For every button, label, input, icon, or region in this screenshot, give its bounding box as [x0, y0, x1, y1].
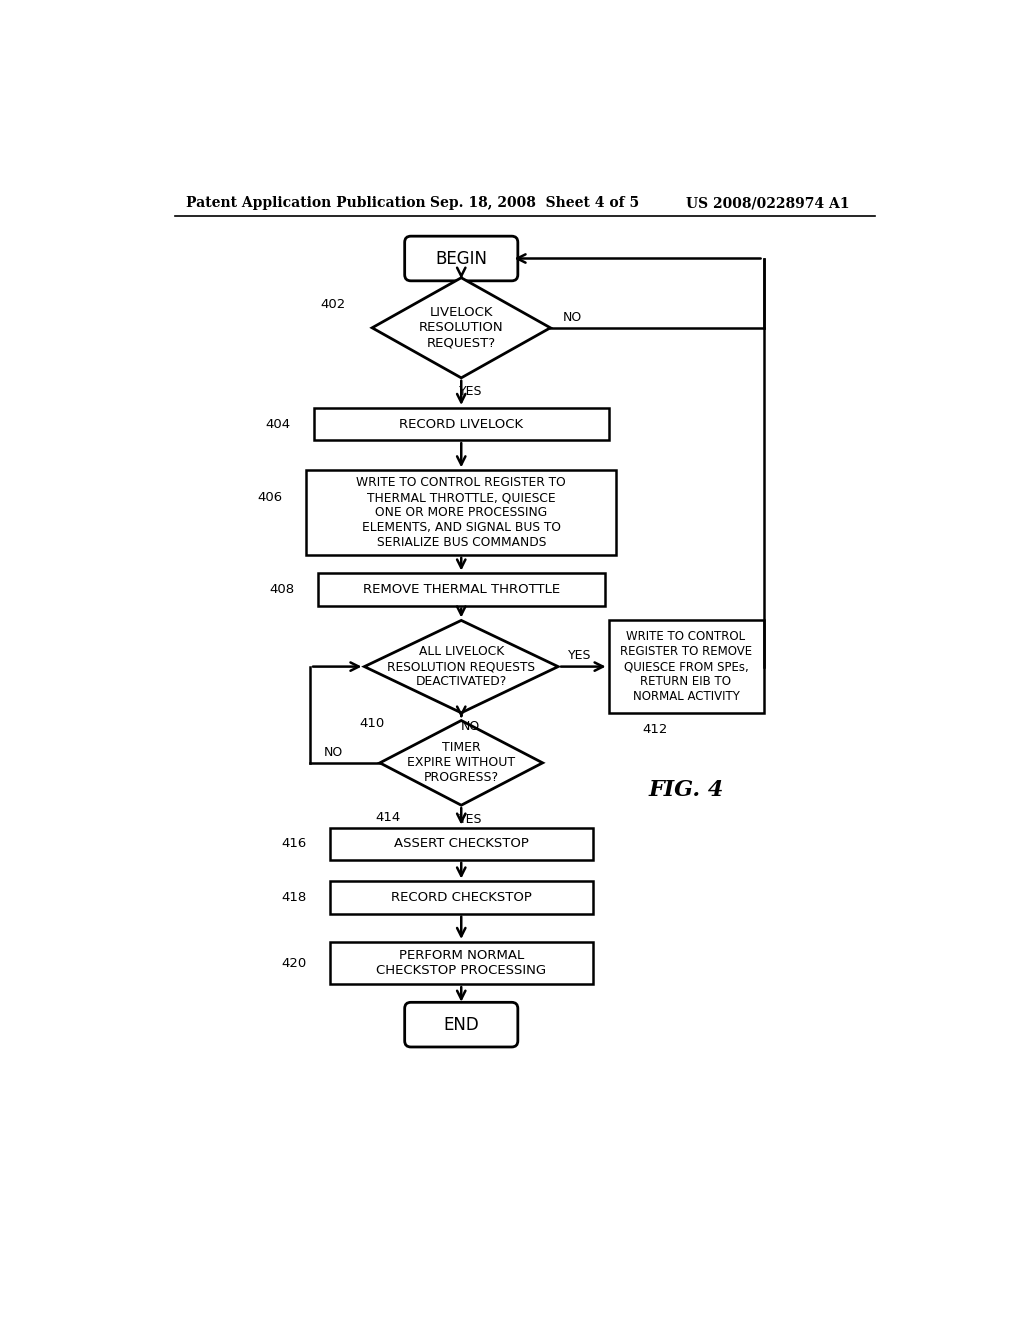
Text: US 2008/0228974 A1: US 2008/0228974 A1 [686, 197, 850, 210]
Text: RECORD CHECKSTOP: RECORD CHECKSTOP [391, 891, 531, 904]
Text: 416: 416 [281, 837, 306, 850]
Text: RECORD LIVELOCK: RECORD LIVELOCK [399, 417, 523, 430]
Bar [317, 573, 604, 606]
Text: Sep. 18, 2008  Sheet 4 of 5: Sep. 18, 2008 Sheet 4 of 5 [430, 197, 639, 210]
Text: WRITE TO CONTROL
REGISTER TO REMOVE
QUIESCE FROM SPEs,
RETURN EIB TO
NORMAL ACTI: WRITE TO CONTROL REGISTER TO REMOVE QUIE… [620, 630, 752, 704]
Text: Patent Application Publication: Patent Application Publication [186, 197, 426, 210]
Polygon shape [365, 620, 558, 713]
Bar [314, 408, 608, 441]
Polygon shape [372, 277, 550, 378]
Text: TIMER
EXPIRE WITHOUT
PROGRESS?: TIMER EXPIRE WITHOUT PROGRESS? [408, 742, 515, 784]
Bar [330, 828, 593, 859]
Text: YES: YES [459, 385, 482, 399]
Text: BEGIN: BEGIN [435, 249, 487, 268]
Text: 420: 420 [281, 957, 306, 970]
Text: WRITE TO CONTROL REGISTER TO
THERMAL THROTTLE, QUIESCE
ONE OR MORE PROCESSING
EL: WRITE TO CONTROL REGISTER TO THERMAL THR… [356, 477, 566, 549]
Bar [330, 882, 593, 913]
Text: 410: 410 [359, 717, 385, 730]
Text: NO: NO [461, 721, 480, 733]
Text: 404: 404 [265, 417, 291, 430]
Text: LIVELOCK
RESOLUTION
REQUEST?: LIVELOCK RESOLUTION REQUEST? [419, 306, 504, 350]
Text: YES: YES [568, 649, 592, 663]
Text: YES: YES [459, 813, 482, 825]
Polygon shape [380, 721, 543, 805]
Text: FIG. 4: FIG. 4 [648, 779, 724, 801]
FancyBboxPatch shape [404, 1002, 518, 1047]
Text: 408: 408 [269, 583, 295, 597]
Text: PERFORM NORMAL
CHECKSTOP PROCESSING: PERFORM NORMAL CHECKSTOP PROCESSING [376, 949, 547, 977]
Bar [330, 942, 593, 985]
Text: 414: 414 [375, 810, 400, 824]
Bar [306, 470, 616, 554]
Text: 412: 412 [642, 723, 668, 737]
Text: REMOVE THERMAL THROTTLE: REMOVE THERMAL THROTTLE [362, 583, 560, 597]
Text: ALL LIVELOCK
RESOLUTION REQUESTS
DEACTIVATED?: ALL LIVELOCK RESOLUTION REQUESTS DEACTIV… [387, 645, 536, 688]
Text: NO: NO [562, 310, 582, 323]
Text: NO: NO [324, 746, 343, 759]
Text: 406: 406 [258, 491, 283, 504]
Text: 418: 418 [281, 891, 306, 904]
Text: 402: 402 [321, 298, 346, 312]
FancyBboxPatch shape [404, 236, 518, 281]
Text: ASSERT CHECKSTOP: ASSERT CHECKSTOP [394, 837, 528, 850]
Text: END: END [443, 1015, 479, 1034]
Bar [608, 620, 764, 713]
